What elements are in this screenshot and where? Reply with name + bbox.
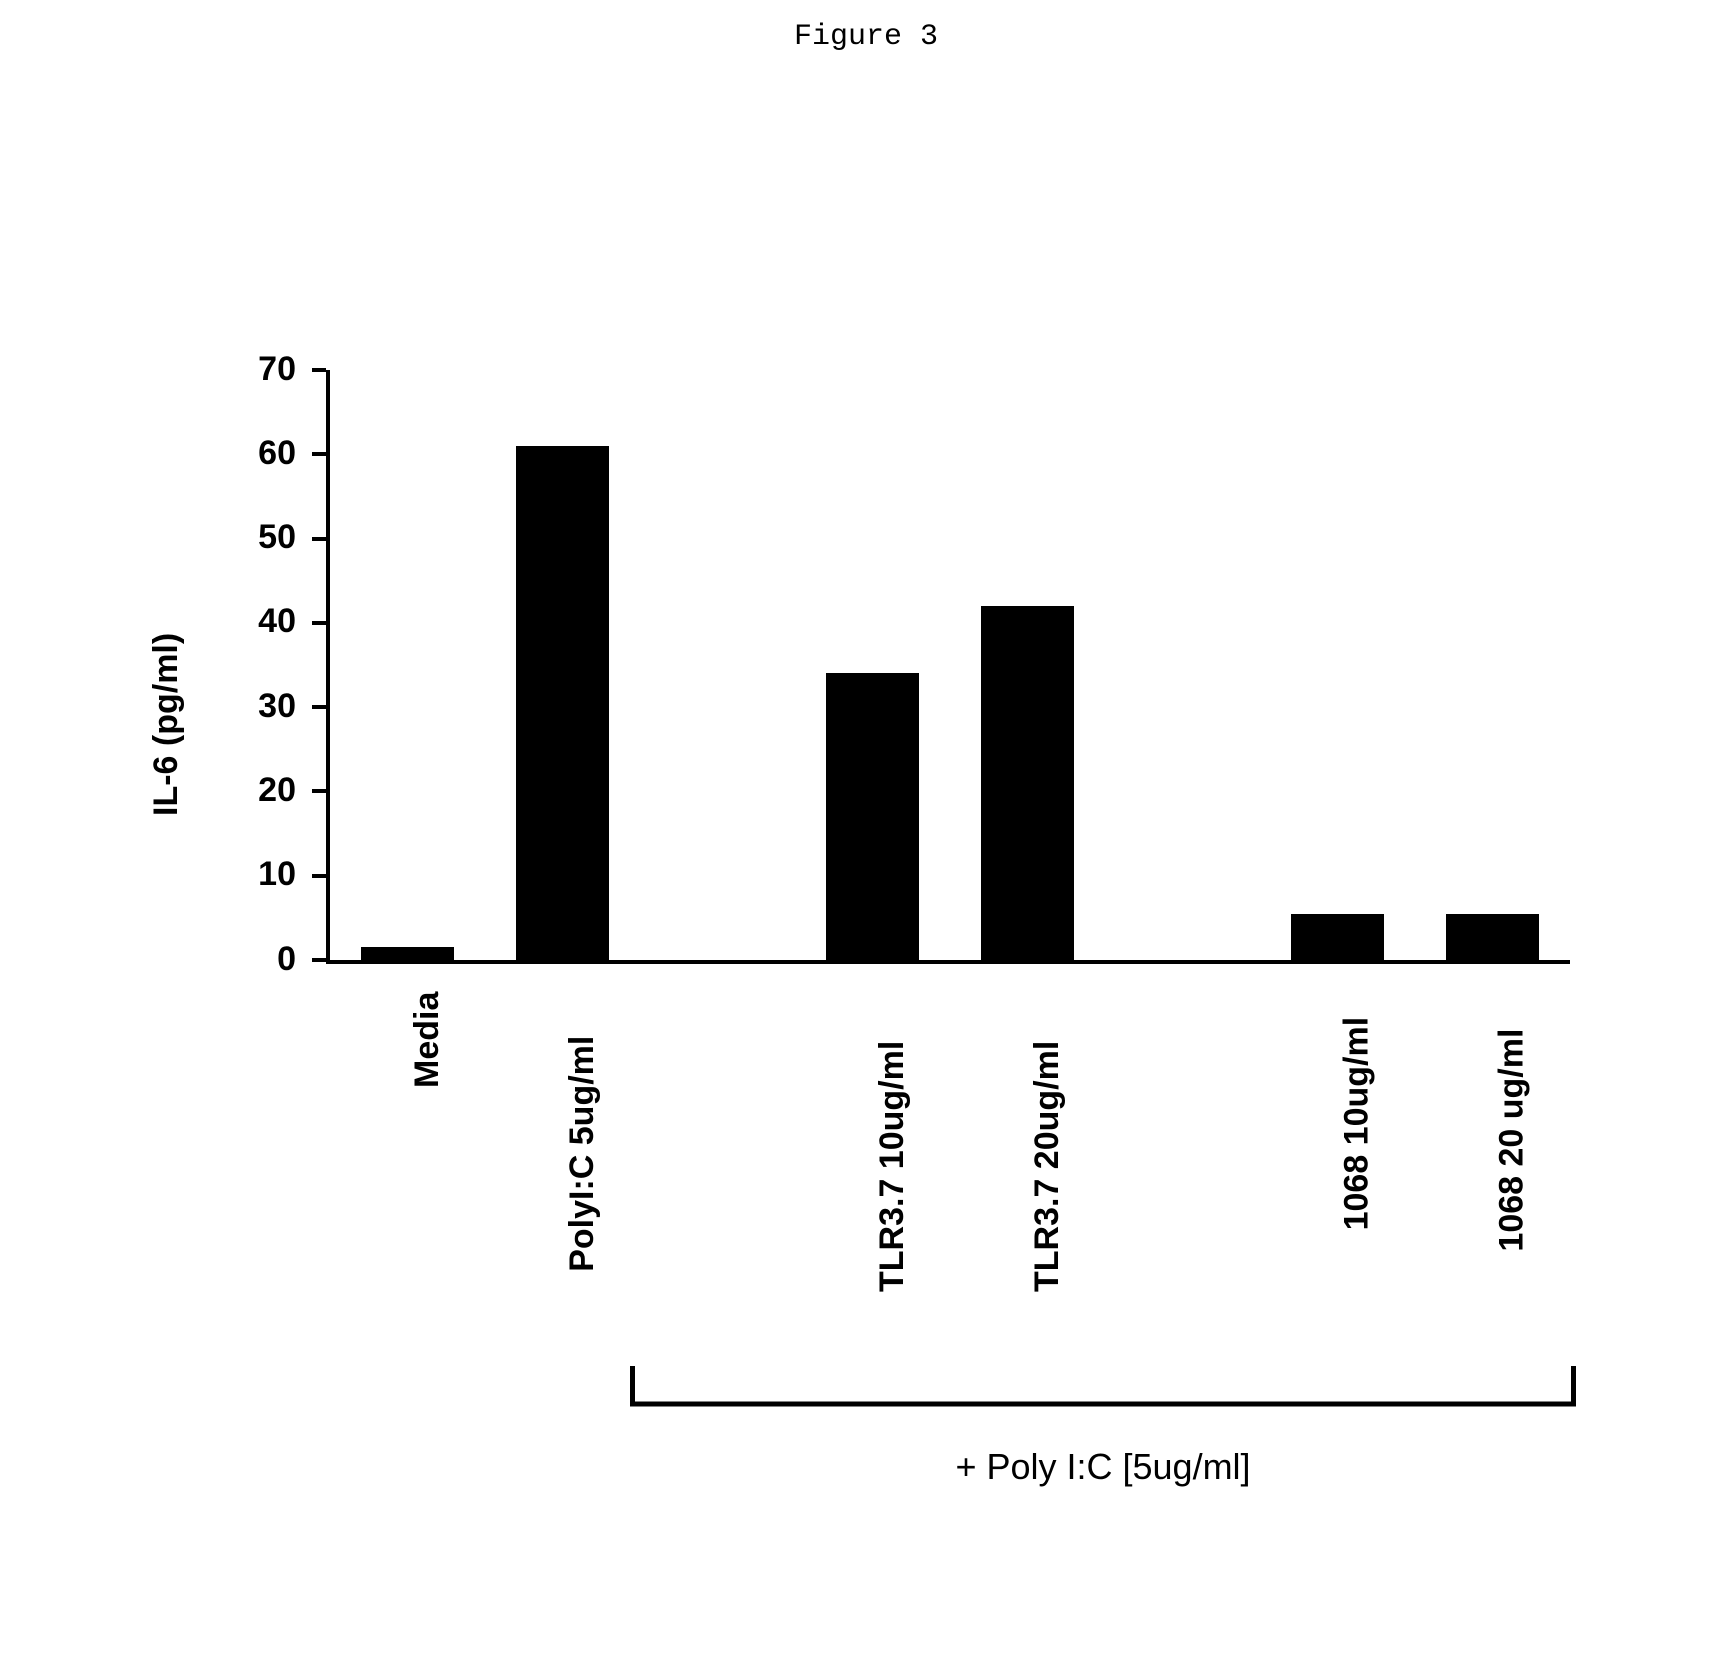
y-tick-label: 60 [216, 434, 296, 473]
y-tick-mark [312, 958, 326, 962]
group-bracket-label: + Poly I:C [5ug/ml] [630, 1446, 1576, 1488]
y-tick-label: 10 [216, 855, 296, 894]
bar-4 [981, 606, 1074, 960]
y-tick-mark [312, 705, 326, 709]
bar-7 [1446, 914, 1539, 960]
bar-0 [361, 947, 454, 960]
y-tick-label: 50 [216, 518, 296, 557]
x-category-label: Media [408, 986, 447, 1088]
bar-6 [1291, 914, 1384, 960]
y-axis-label: IL-6 (pg/ml) [147, 633, 186, 816]
y-tick-mark [312, 789, 326, 793]
group-bracket [630, 1366, 1576, 1418]
y-tick-mark [312, 537, 326, 541]
x-category-label: 1068 10ug/ml [1337, 986, 1376, 1231]
y-tick-label: 20 [216, 771, 296, 810]
x-category-label: 1068 20 ug/ml [1492, 986, 1531, 1251]
bar-3 [826, 673, 919, 960]
x-axis-line [326, 960, 1570, 964]
y-tick-mark [312, 368, 326, 372]
x-category-label: TLR3.7 10ug/ml [873, 986, 912, 1292]
y-tick-label: 40 [216, 602, 296, 641]
y-tick-mark [312, 621, 326, 625]
x-category-label: TLR3.7 20ug/ml [1028, 986, 1067, 1292]
y-tick-mark [312, 452, 326, 456]
x-category-label: PolyI:C 5ug/ml [562, 986, 601, 1272]
y-tick-label: 70 [216, 350, 296, 389]
bar-1 [516, 446, 609, 960]
page-root: Figure 3 010203040506070IL-6 (pg/ml)Medi… [0, 0, 1732, 1673]
il6-bar-chart: 0 10 20 30 40 50 60 70 IL-6 (pg/ml) Media PolyI:C … [0, 0, 1732, 1673]
y-axis-line [326, 370, 330, 964]
y-tick-label: 30 [216, 687, 296, 726]
y-tick-label: 0 [216, 940, 296, 979]
y-tick-mark [312, 874, 326, 878]
